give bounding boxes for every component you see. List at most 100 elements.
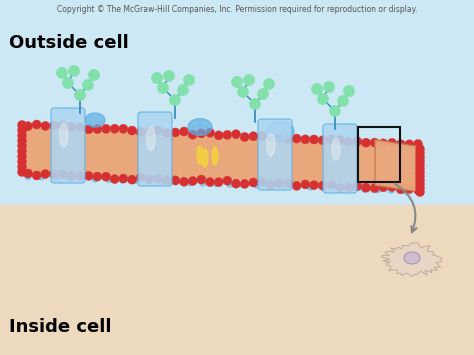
Circle shape bbox=[257, 131, 266, 141]
Circle shape bbox=[413, 185, 422, 195]
Circle shape bbox=[119, 124, 128, 133]
Circle shape bbox=[416, 153, 424, 161]
Circle shape bbox=[283, 179, 292, 188]
Circle shape bbox=[249, 132, 258, 141]
Circle shape bbox=[101, 172, 110, 181]
Circle shape bbox=[353, 182, 362, 191]
Circle shape bbox=[370, 184, 379, 193]
Bar bbox=[0, 205, 474, 355]
Circle shape bbox=[379, 139, 388, 148]
Circle shape bbox=[67, 172, 76, 181]
Circle shape bbox=[227, 181, 233, 187]
Circle shape bbox=[183, 75, 194, 86]
Circle shape bbox=[240, 132, 249, 142]
Circle shape bbox=[84, 125, 93, 134]
Circle shape bbox=[145, 127, 154, 136]
Circle shape bbox=[264, 78, 274, 89]
Circle shape bbox=[266, 181, 275, 190]
Circle shape bbox=[49, 121, 58, 130]
Circle shape bbox=[344, 183, 353, 192]
Circle shape bbox=[311, 83, 322, 94]
Circle shape bbox=[416, 157, 424, 165]
Circle shape bbox=[93, 172, 102, 181]
Circle shape bbox=[52, 174, 58, 180]
Polygon shape bbox=[375, 140, 420, 192]
Polygon shape bbox=[382, 243, 442, 277]
Circle shape bbox=[32, 120, 41, 129]
Circle shape bbox=[119, 177, 125, 183]
Circle shape bbox=[327, 135, 336, 144]
Circle shape bbox=[106, 176, 112, 182]
Circle shape bbox=[214, 131, 223, 140]
Circle shape bbox=[171, 176, 180, 185]
Circle shape bbox=[267, 182, 273, 189]
Circle shape bbox=[283, 135, 292, 143]
Ellipse shape bbox=[202, 149, 208, 167]
Circle shape bbox=[18, 158, 26, 165]
Circle shape bbox=[310, 181, 319, 190]
Circle shape bbox=[292, 181, 301, 190]
Circle shape bbox=[65, 175, 72, 181]
Circle shape bbox=[374, 187, 381, 193]
Circle shape bbox=[396, 140, 405, 149]
Circle shape bbox=[281, 183, 286, 189]
Circle shape bbox=[146, 178, 152, 184]
Circle shape bbox=[401, 188, 408, 194]
Circle shape bbox=[18, 121, 26, 129]
Circle shape bbox=[18, 131, 26, 140]
Circle shape bbox=[58, 121, 67, 130]
Circle shape bbox=[237, 87, 248, 98]
Circle shape bbox=[92, 176, 98, 182]
Circle shape bbox=[254, 182, 260, 188]
Circle shape bbox=[231, 179, 240, 188]
Circle shape bbox=[214, 178, 223, 187]
Circle shape bbox=[110, 124, 119, 133]
Text: Copyright © The McGraw-Hill Companies, Inc. Permission required for reproduction: Copyright © The McGraw-Hill Companies, I… bbox=[57, 5, 417, 14]
Circle shape bbox=[18, 152, 26, 160]
Circle shape bbox=[74, 89, 85, 100]
Circle shape bbox=[63, 77, 73, 88]
Circle shape bbox=[334, 185, 340, 191]
Circle shape bbox=[337, 95, 348, 106]
Circle shape bbox=[310, 135, 319, 144]
Circle shape bbox=[329, 105, 340, 116]
Circle shape bbox=[416, 176, 424, 184]
Text: Inside cell: Inside cell bbox=[9, 318, 112, 335]
Circle shape bbox=[49, 169, 58, 179]
Circle shape bbox=[388, 138, 396, 147]
Circle shape bbox=[348, 186, 354, 192]
Circle shape bbox=[413, 140, 422, 148]
Circle shape bbox=[416, 145, 424, 153]
Circle shape bbox=[89, 70, 100, 81]
Circle shape bbox=[275, 179, 284, 188]
Circle shape bbox=[416, 188, 424, 196]
Circle shape bbox=[188, 130, 197, 139]
Circle shape bbox=[323, 82, 335, 93]
Circle shape bbox=[145, 175, 154, 184]
Circle shape bbox=[159, 179, 165, 185]
Bar bbox=[0, 0, 474, 205]
Circle shape bbox=[415, 188, 421, 194]
Circle shape bbox=[32, 171, 41, 180]
Circle shape bbox=[18, 168, 26, 176]
Circle shape bbox=[416, 173, 424, 180]
FancyBboxPatch shape bbox=[51, 108, 85, 183]
Ellipse shape bbox=[188, 119, 212, 135]
Circle shape bbox=[223, 130, 232, 140]
Circle shape bbox=[327, 180, 336, 189]
Circle shape bbox=[110, 175, 119, 184]
FancyBboxPatch shape bbox=[258, 119, 292, 190]
Circle shape bbox=[240, 181, 246, 187]
Circle shape bbox=[308, 184, 313, 190]
Circle shape bbox=[318, 181, 327, 190]
Circle shape bbox=[41, 121, 50, 131]
Circle shape bbox=[162, 176, 171, 185]
Circle shape bbox=[82, 80, 93, 91]
Circle shape bbox=[362, 183, 371, 192]
Circle shape bbox=[128, 175, 137, 184]
Circle shape bbox=[186, 180, 192, 186]
Circle shape bbox=[353, 137, 362, 146]
Bar bbox=[358, 127, 400, 182]
Circle shape bbox=[152, 72, 163, 83]
Circle shape bbox=[93, 125, 102, 133]
